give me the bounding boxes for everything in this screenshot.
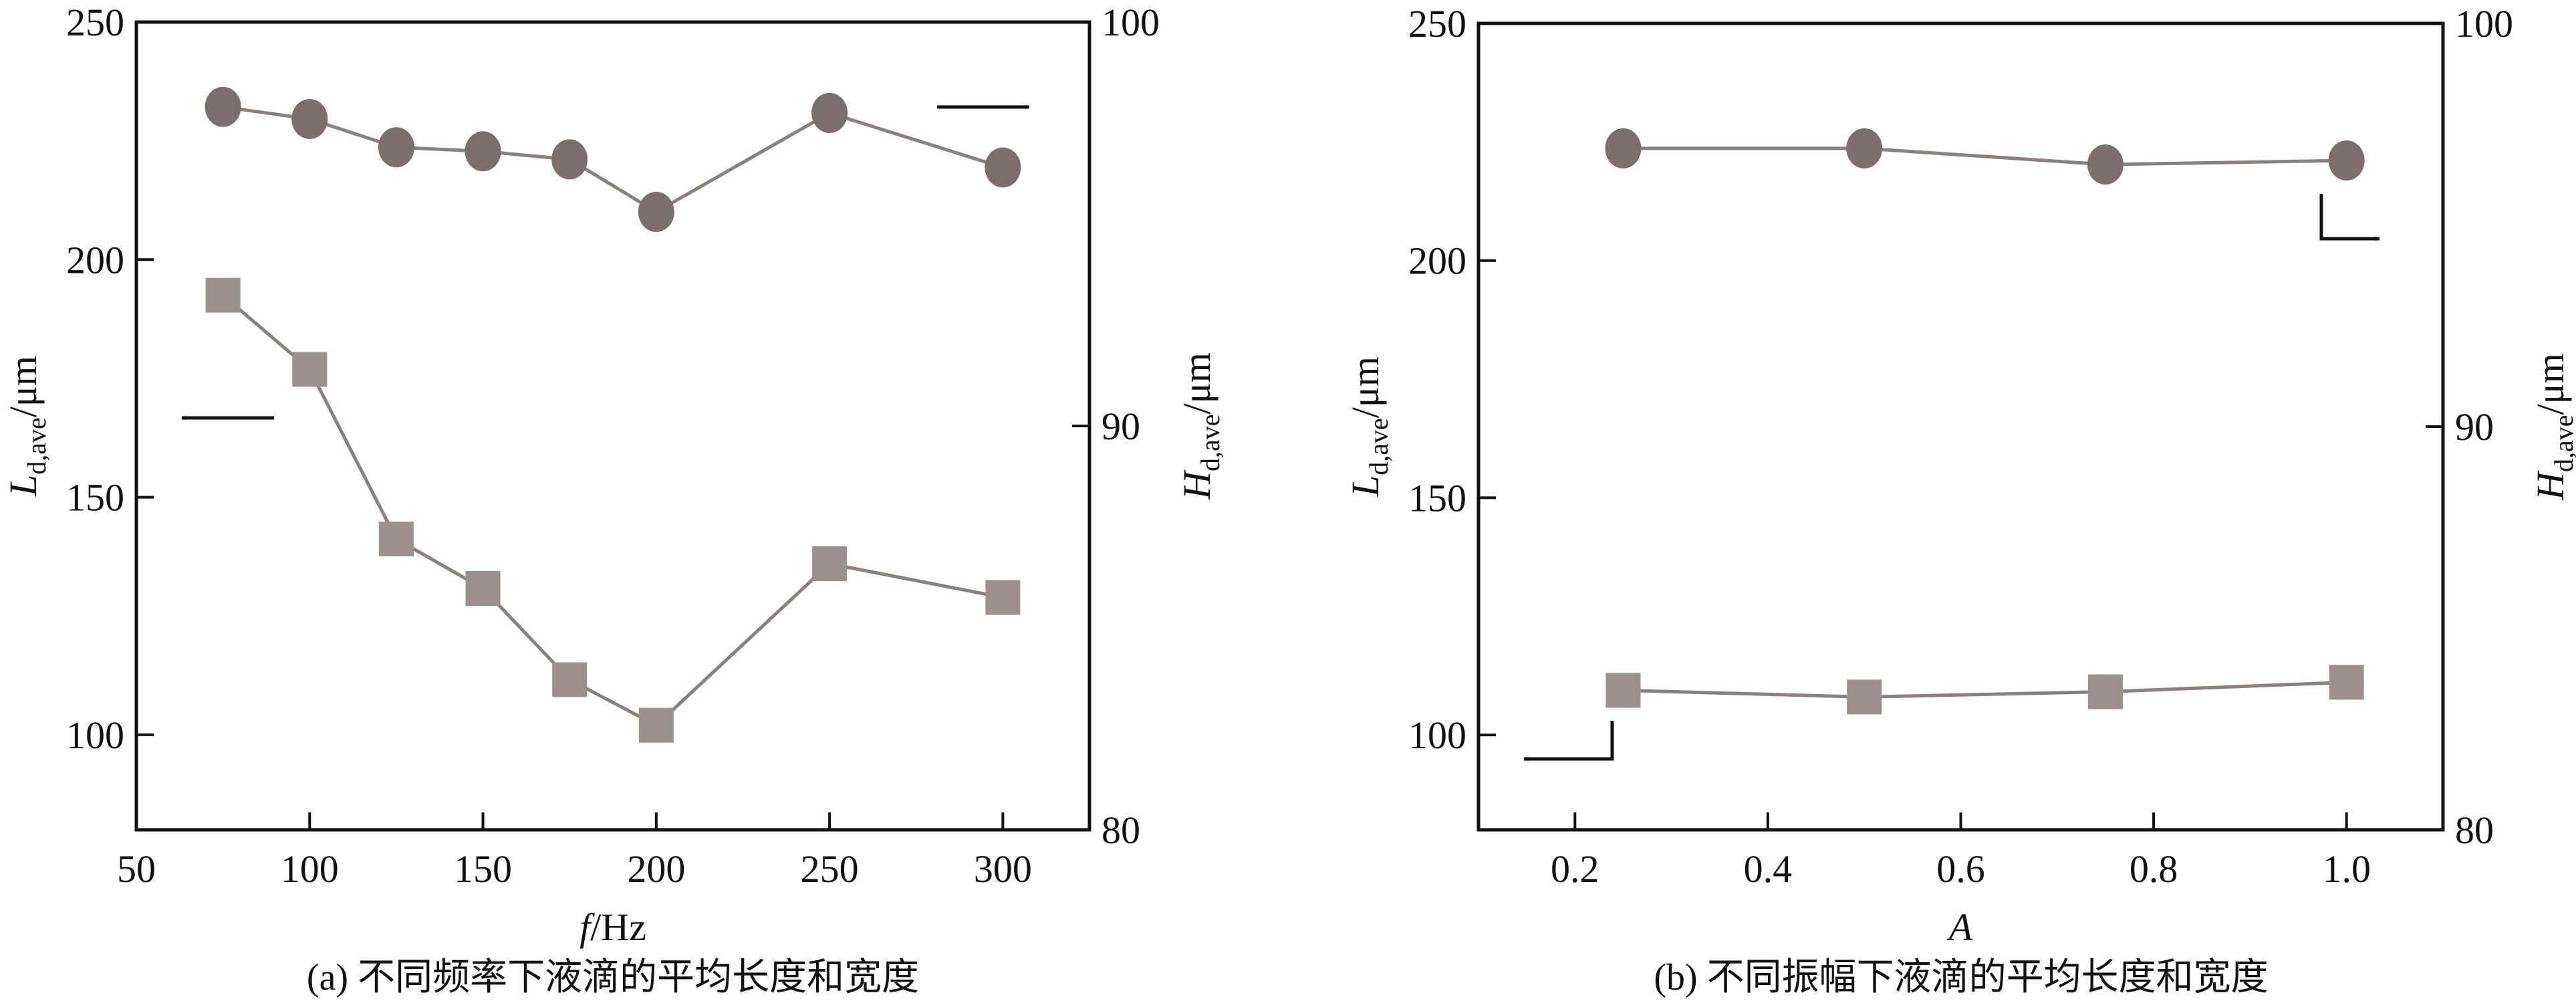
x-tick-label: 150 [454, 847, 512, 891]
y-left-tick-label: 200 [66, 238, 124, 282]
data-point-circle [2087, 144, 2123, 185]
data-point-square [985, 580, 1021, 615]
x-tick-label: 0.8 [2130, 847, 2178, 891]
data-point-square [638, 707, 674, 743]
y-right-tick-label: 90 [1102, 405, 1140, 448]
y-left-axis-label-sub: d,ave [1364, 418, 1394, 475]
data-point-square [2087, 674, 2123, 709]
data-point-circle [1846, 128, 1883, 169]
data-point-circle [811, 92, 848, 133]
data-point-square [1847, 679, 1882, 715]
data-point-square [1605, 673, 1641, 708]
x-axis-label: f/Hz [579, 905, 646, 949]
y-left-tick-label: 150 [66, 476, 124, 520]
data-point-square [292, 352, 328, 387]
caption-a: (a) 不同频率下液滴的平均长度和宽度 [307, 957, 919, 998]
data-point-square [552, 662, 588, 697]
series-line-H_d,ave [223, 105, 1004, 214]
y-right-axis-label-sub: d,ave [2549, 415, 2576, 472]
y-left-tick-label: 100 [66, 713, 124, 757]
x-axis-label: A [1946, 905, 1973, 949]
data-point-square [465, 571, 501, 606]
data-point-square [378, 522, 414, 557]
y-left-axis-label-unit: /μm [1, 356, 45, 417]
x-tick-label: 1.0 [2322, 847, 2371, 891]
y-right-tick-label: 100 [2455, 2, 2513, 45]
y-right-axis-label-sub: d,ave [1195, 414, 1225, 471]
y-right-axis-label: Hd,ave/μm [1175, 352, 1225, 500]
x-tick-label: 0.2 [1551, 847, 1599, 891]
y-left-tick-label: 150 [1408, 476, 1466, 520]
x-tick-label: 50 [117, 847, 156, 891]
y-left-axis-label-var: L [1343, 475, 1387, 497]
y-left-tick-label: 250 [1408, 2, 1466, 45]
x-tick-label: 0.6 [1936, 847, 1985, 891]
data-point-square [205, 277, 241, 313]
y-left-axis-label-sub: d,ave [21, 417, 51, 475]
y-left-axis-label-var: L [1, 475, 45, 497]
x-axis-label-unit: /Hz [590, 905, 646, 949]
data-point-circle [638, 191, 674, 232]
y-right-axis-label-unit: /μm [2529, 353, 2572, 415]
data-point-circle [2328, 140, 2365, 181]
y-left-axis-label: Ld,ave/μm [1343, 356, 1394, 497]
y-right-axis-label-var: H [1175, 469, 1218, 500]
data-point-circle [378, 127, 414, 168]
arrow-elbow-left-icon [1523, 721, 1614, 762]
series-line-L_d,ave [222, 294, 1003, 728]
x-tick-label: 100 [281, 847, 339, 891]
y-right-tick-label: 100 [1102, 1, 1160, 44]
x-axis-label-var: A [1946, 905, 1973, 949]
caption-b: (b) 不同振幅下液滴的平均长度和宽度 [1654, 957, 2268, 998]
data-point-circle [985, 147, 1021, 188]
x-tick-label: 300 [974, 847, 1032, 891]
data-point-circle [1605, 128, 1642, 169]
panel-b-amplitude: (b) 不同振幅下液滴的平均长度和宽度 0.2 0.4 0.6 0.8 1.0 100 15… [1343, 2, 2576, 998]
x-tick-label: 250 [801, 847, 859, 891]
data-point-circle [551, 139, 588, 180]
series-line-L_d,ave [1623, 680, 2347, 699]
data-point-circle [205, 86, 241, 127]
x-tick-label: 0.4 [1744, 847, 1793, 891]
y-left-tick-label: 200 [1408, 239, 1466, 283]
y-left-tick-label: 250 [66, 1, 124, 44]
data-point-square [2329, 665, 2364, 700]
data-point-square [812, 546, 848, 582]
y-right-axis-label-var: H [2529, 470, 2572, 501]
y-right-tick-label: 80 [2455, 808, 2494, 852]
y-left-tick-label: 100 [1408, 713, 1466, 757]
arrow-elbow-right-icon [2319, 194, 2380, 241]
data-point-circle [291, 98, 328, 139]
y-right-axis-label: Hd,ave/μm [2529, 353, 2576, 501]
x-tick-label: 200 [627, 847, 685, 891]
y-left-axis-label-unit: /μm [1343, 356, 1387, 418]
plot-frame [134, 20, 1091, 832]
y-right-tick-label: 80 [1102, 808, 1140, 852]
panel-a-frequency: (a) 不同频率下液滴的平均长度和宽度 50 100 150 200 250 300 100… [1, 1, 1225, 998]
y-left-axis-label: Ld,ave/μm [1, 356, 51, 497]
series-line-H_d,ave [1623, 146, 2347, 166]
y-right-axis-label-unit: /μm [1175, 352, 1218, 414]
data-point-circle [465, 131, 501, 172]
y-right-tick-label: 90 [2455, 405, 2494, 449]
